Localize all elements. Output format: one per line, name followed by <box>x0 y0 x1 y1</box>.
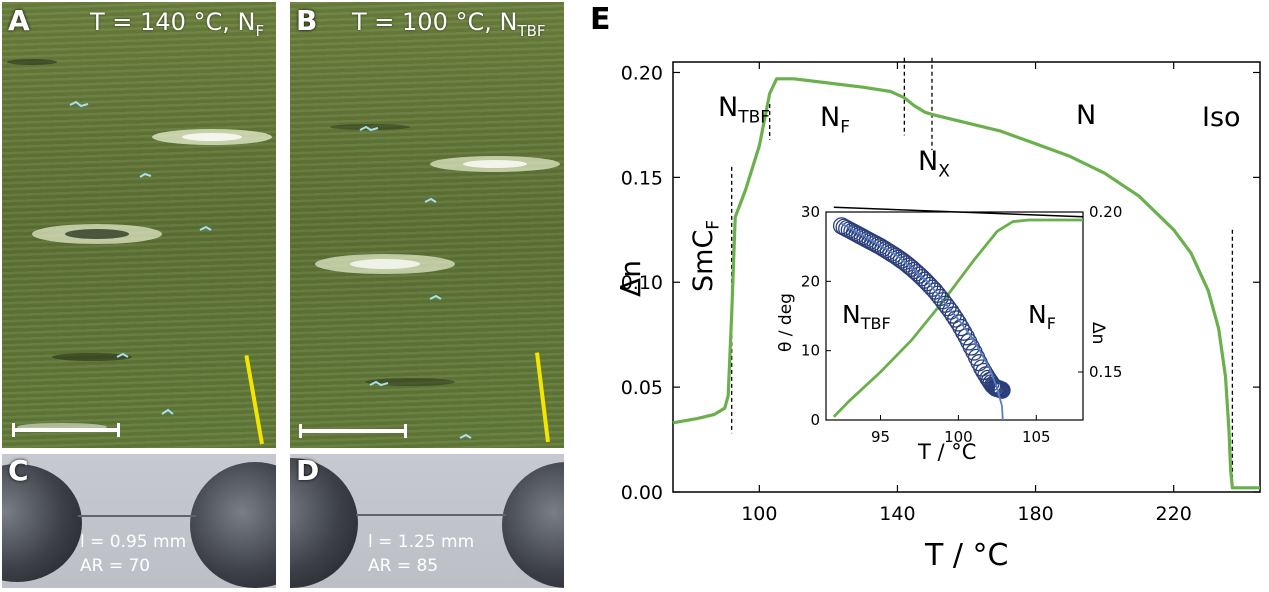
y-tick-label: 0.15 <box>621 167 663 189</box>
panel-b-condition: T = 100 °C, NTBF <box>352 8 546 40</box>
birefringence-curve <box>672 77 1260 490</box>
panel-a-micrograph: A T = 140 °C, NF <box>2 2 276 448</box>
inset-theta-fit-line <box>841 223 1004 421</box>
panel-c-length: l = 0.95 mm <box>80 532 187 552</box>
y-tick-label: 0.05 <box>621 377 663 399</box>
y-tick-label: 0.20 <box>621 62 663 84</box>
panel-d-photo: D l = 1.25 mm AR = 85 <box>290 454 564 588</box>
inset-reference-line <box>833 206 1084 218</box>
inset-y-tick-label: 20 <box>801 272 820 290</box>
panel-c-fiber <box>78 515 196 517</box>
inset-y-tick-label: 0 <box>810 411 820 429</box>
y-tick-label: 0.00 <box>621 482 663 504</box>
theta-data-point <box>952 318 970 337</box>
panel-b-label: B <box>296 4 318 37</box>
panel-b-defects <box>315 124 560 439</box>
inset-x-tick-label: 95 <box>871 428 890 446</box>
panel-d-fiber <box>356 514 506 516</box>
panel-b-condition-main: T = 100 °C, N <box>352 8 518 36</box>
inset-y-tick-label: 10 <box>801 342 820 360</box>
x-tick-label: 140 <box>879 503 915 525</box>
inset-y2-tick-label: 0.15 <box>1089 363 1122 381</box>
panel-d-length: l = 1.25 mm <box>368 532 475 552</box>
inset-x-tick-label: 105 <box>1022 428 1051 446</box>
panel-a-condition-main: T = 140 °C, N <box>90 8 256 36</box>
panel-a-label: A <box>8 4 30 37</box>
inset-y-tick-label: 30 <box>801 203 820 221</box>
inset-y2-tick-label: 0.20 <box>1089 203 1122 221</box>
inset-birefringence-curve <box>832 218 1083 418</box>
inset-theta-points <box>832 217 1011 399</box>
theta-data-point <box>954 323 973 341</box>
x-tick-label: 220 <box>1156 503 1192 525</box>
y-tick-label: 0.10 <box>621 272 663 294</box>
theta-data-point <box>993 381 1011 399</box>
main-plot-frame <box>672 61 1261 493</box>
panel-b-condition-sub: TBF <box>517 21 546 40</box>
panel-a-condition: T = 140 °C, NF <box>90 8 264 40</box>
theta-data-point <box>947 310 965 328</box>
x-tick-label: 180 <box>1017 503 1053 525</box>
panel-d-aspect: AR = 85 <box>368 556 439 576</box>
x-tick-label: 100 <box>741 503 777 525</box>
panel-a-scale-bar <box>12 423 120 437</box>
panel-b-scale-bar <box>299 424 407 438</box>
panel-e-label: E <box>590 2 611 37</box>
theta-data-point <box>949 314 968 332</box>
inset-x-tick-label: 100 <box>944 428 973 446</box>
panel-c-label: C <box>8 454 29 487</box>
panel-b-micrograph: B T = 100 °C, NTBF <box>290 2 564 448</box>
panel-c-photo: C l = 0.95 mm AR = 70 <box>2 454 276 588</box>
panel-a-condition-sub: F <box>255 21 265 40</box>
panel-d-label: D <box>296 454 320 487</box>
panel-c-aspect: AR = 70 <box>80 556 151 576</box>
